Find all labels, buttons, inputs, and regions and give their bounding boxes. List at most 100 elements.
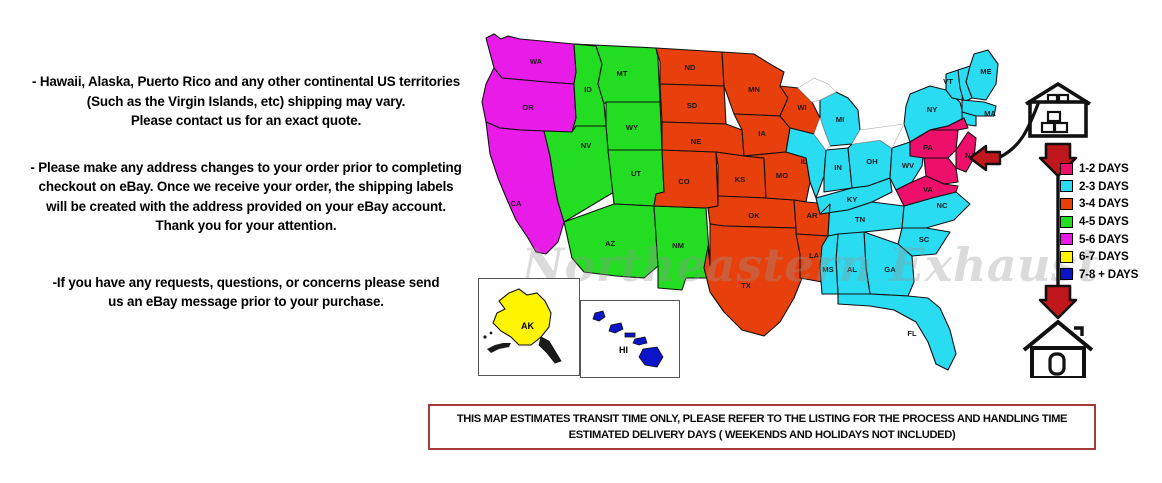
svg-text:NM: NM	[672, 241, 684, 250]
hawaii-inset: HI	[580, 300, 680, 378]
svg-text:AZ: AZ	[605, 239, 615, 248]
state-NM	[653, 205, 711, 291]
svg-text:CO: CO	[678, 177, 689, 186]
state-FL	[837, 293, 957, 371]
note-contact: -If you have any requests, questions, or…	[0, 273, 492, 312]
state-AK	[492, 288, 552, 346]
state-TX	[703, 223, 803, 337]
state-AZ	[563, 203, 659, 279]
svg-text:WY: WY	[626, 123, 638, 132]
legend-label: 4-5 DAYS	[1079, 215, 1129, 229]
svg-text:CA: CA	[511, 199, 522, 208]
state-MS	[819, 233, 839, 295]
state-CA	[485, 121, 565, 255]
pointer-curve-line	[996, 102, 1040, 160]
ship-from-to-diagram	[1012, 78, 1104, 380]
spacer	[0, 131, 492, 158]
legend-label: 5-6 DAYS	[1079, 232, 1129, 246]
alaska-label: AK	[521, 321, 534, 331]
svg-text:SD: SD	[687, 101, 698, 110]
svg-text:IN: IN	[834, 163, 842, 172]
svg-text:VT: VT	[943, 77, 953, 86]
svg-text:GA: GA	[884, 265, 896, 274]
svg-text:OK: OK	[748, 211, 760, 220]
svg-text:KY: KY	[847, 195, 858, 204]
svg-text:WA: WA	[530, 57, 543, 66]
legend-label: 6-7 DAYS	[1079, 250, 1129, 264]
shipping-notes: - Hawaii, Alaska, Puerto Rico and any ot…	[0, 72, 492, 312]
svg-text:OR: OR	[522, 103, 534, 112]
legend-item-7-8-plus-days[interactable]: 7-8 + DAYS	[1060, 266, 1138, 284]
island-hawaii	[638, 346, 664, 368]
legend-item-1-2-days[interactable]: 1-2 DAYS	[1060, 160, 1138, 178]
svg-text:AR: AR	[807, 211, 818, 220]
svg-text:VA: VA	[923, 185, 934, 194]
legend-swatch-icon	[1060, 250, 1073, 263]
note-line: - Hawaii, Alaska, Puerto Rico and any ot…	[31, 74, 461, 89]
note-address-changes: - Please make any address changes to you…	[0, 158, 492, 236]
svg-text:MO: MO	[776, 171, 788, 180]
svg-text:IL: IL	[801, 157, 808, 166]
svg-text:LA: LA	[809, 251, 820, 260]
note-line: will be created with the address provide…	[46, 198, 446, 214]
legend-label: 2-3 DAYS	[1079, 179, 1129, 193]
svg-text:MT: MT	[617, 69, 628, 78]
svg-text:TN: TN	[855, 215, 865, 224]
island-kauai	[592, 310, 606, 322]
svg-text:MS: MS	[822, 265, 833, 274]
svg-text:NY: NY	[927, 105, 938, 114]
hawaii-label: HI	[619, 345, 628, 355]
state-NY-south	[929, 117, 969, 131]
legend-swatch-icon	[1060, 233, 1073, 246]
state-NE	[661, 121, 745, 157]
legend-item-4-5-days[interactable]: 4-5 DAYS	[1060, 213, 1138, 231]
svg-text:ME: ME	[980, 67, 991, 76]
svg-text:SC: SC	[919, 235, 930, 244]
svg-text:AL: AL	[847, 265, 857, 274]
legend-item-2-3-days[interactable]: 2-3 DAYS	[1060, 178, 1138, 196]
legend-item-6-7-days[interactable]: 6-7 DAYS	[1060, 248, 1138, 266]
state-IN	[823, 147, 853, 193]
legend-label: 7-8 + DAYS	[1079, 267, 1139, 281]
legend-swatch-icon	[1060, 268, 1073, 281]
state-NH	[957, 65, 973, 103]
svg-text:WI: WI	[797, 103, 806, 112]
note-territories: - Hawaii, Alaska, Puerto Rico and any ot…	[0, 72, 492, 131]
svg-text:NC: NC	[937, 201, 948, 210]
note-line: Thank you for your attention.	[155, 218, 337, 233]
transit-disclaimer-box: THIS MAP ESTIMATES TRANSIT TIME ONLY, PL…	[428, 404, 1096, 450]
svg-text:NE: NE	[691, 137, 702, 146]
svg-text:ID: ID	[584, 85, 592, 94]
state-CO	[653, 149, 719, 209]
note-line: - Please make any address changes to you…	[30, 159, 462, 175]
island-maui	[632, 336, 648, 346]
svg-text:TX: TX	[741, 281, 751, 290]
disclaimer-line-1: THIS MAP ESTIMATES TRANSIT TIME ONLY, PL…	[456, 413, 1068, 425]
legend-label: 3-4 DAYS	[1079, 197, 1129, 211]
aleutian-islands	[487, 343, 511, 353]
state-VA	[895, 175, 959, 207]
legend-item-3-4-days[interactable]: 3-4 DAYS	[1060, 195, 1138, 213]
svg-text:OH: OH	[866, 157, 877, 166]
note-line: checkout on eBay. Once we receive your o…	[38, 179, 454, 194]
note-line: -If you have any requests, questions, or…	[52, 274, 440, 290]
svg-text:MI: MI	[836, 115, 844, 124]
svg-text:MN: MN	[748, 85, 760, 94]
svg-text:IA: IA	[758, 129, 766, 138]
svg-text:NV: NV	[581, 141, 592, 150]
state-labels: WA OR CA NV ID MT WY UT AZ NM CO ND SD N…	[511, 57, 997, 338]
svg-text:UT: UT	[631, 169, 641, 178]
island-dot	[489, 331, 493, 335]
svg-text:KS: KS	[735, 175, 746, 184]
island-dot	[483, 335, 487, 339]
note-line: Please contact us for an exact quote.	[130, 113, 362, 128]
home-icon	[1022, 320, 1094, 380]
red-arrow-left-icon	[968, 144, 1002, 172]
lake-michigan	[813, 117, 831, 151]
svg-text:MA: MA	[984, 109, 996, 118]
lake-erie-ontario	[851, 123, 905, 149]
legend-swatch-icon	[1060, 180, 1073, 193]
legend-item-5-6-days[interactable]: 5-6 DAYS	[1060, 230, 1138, 248]
alaska-panhandle	[538, 336, 562, 364]
